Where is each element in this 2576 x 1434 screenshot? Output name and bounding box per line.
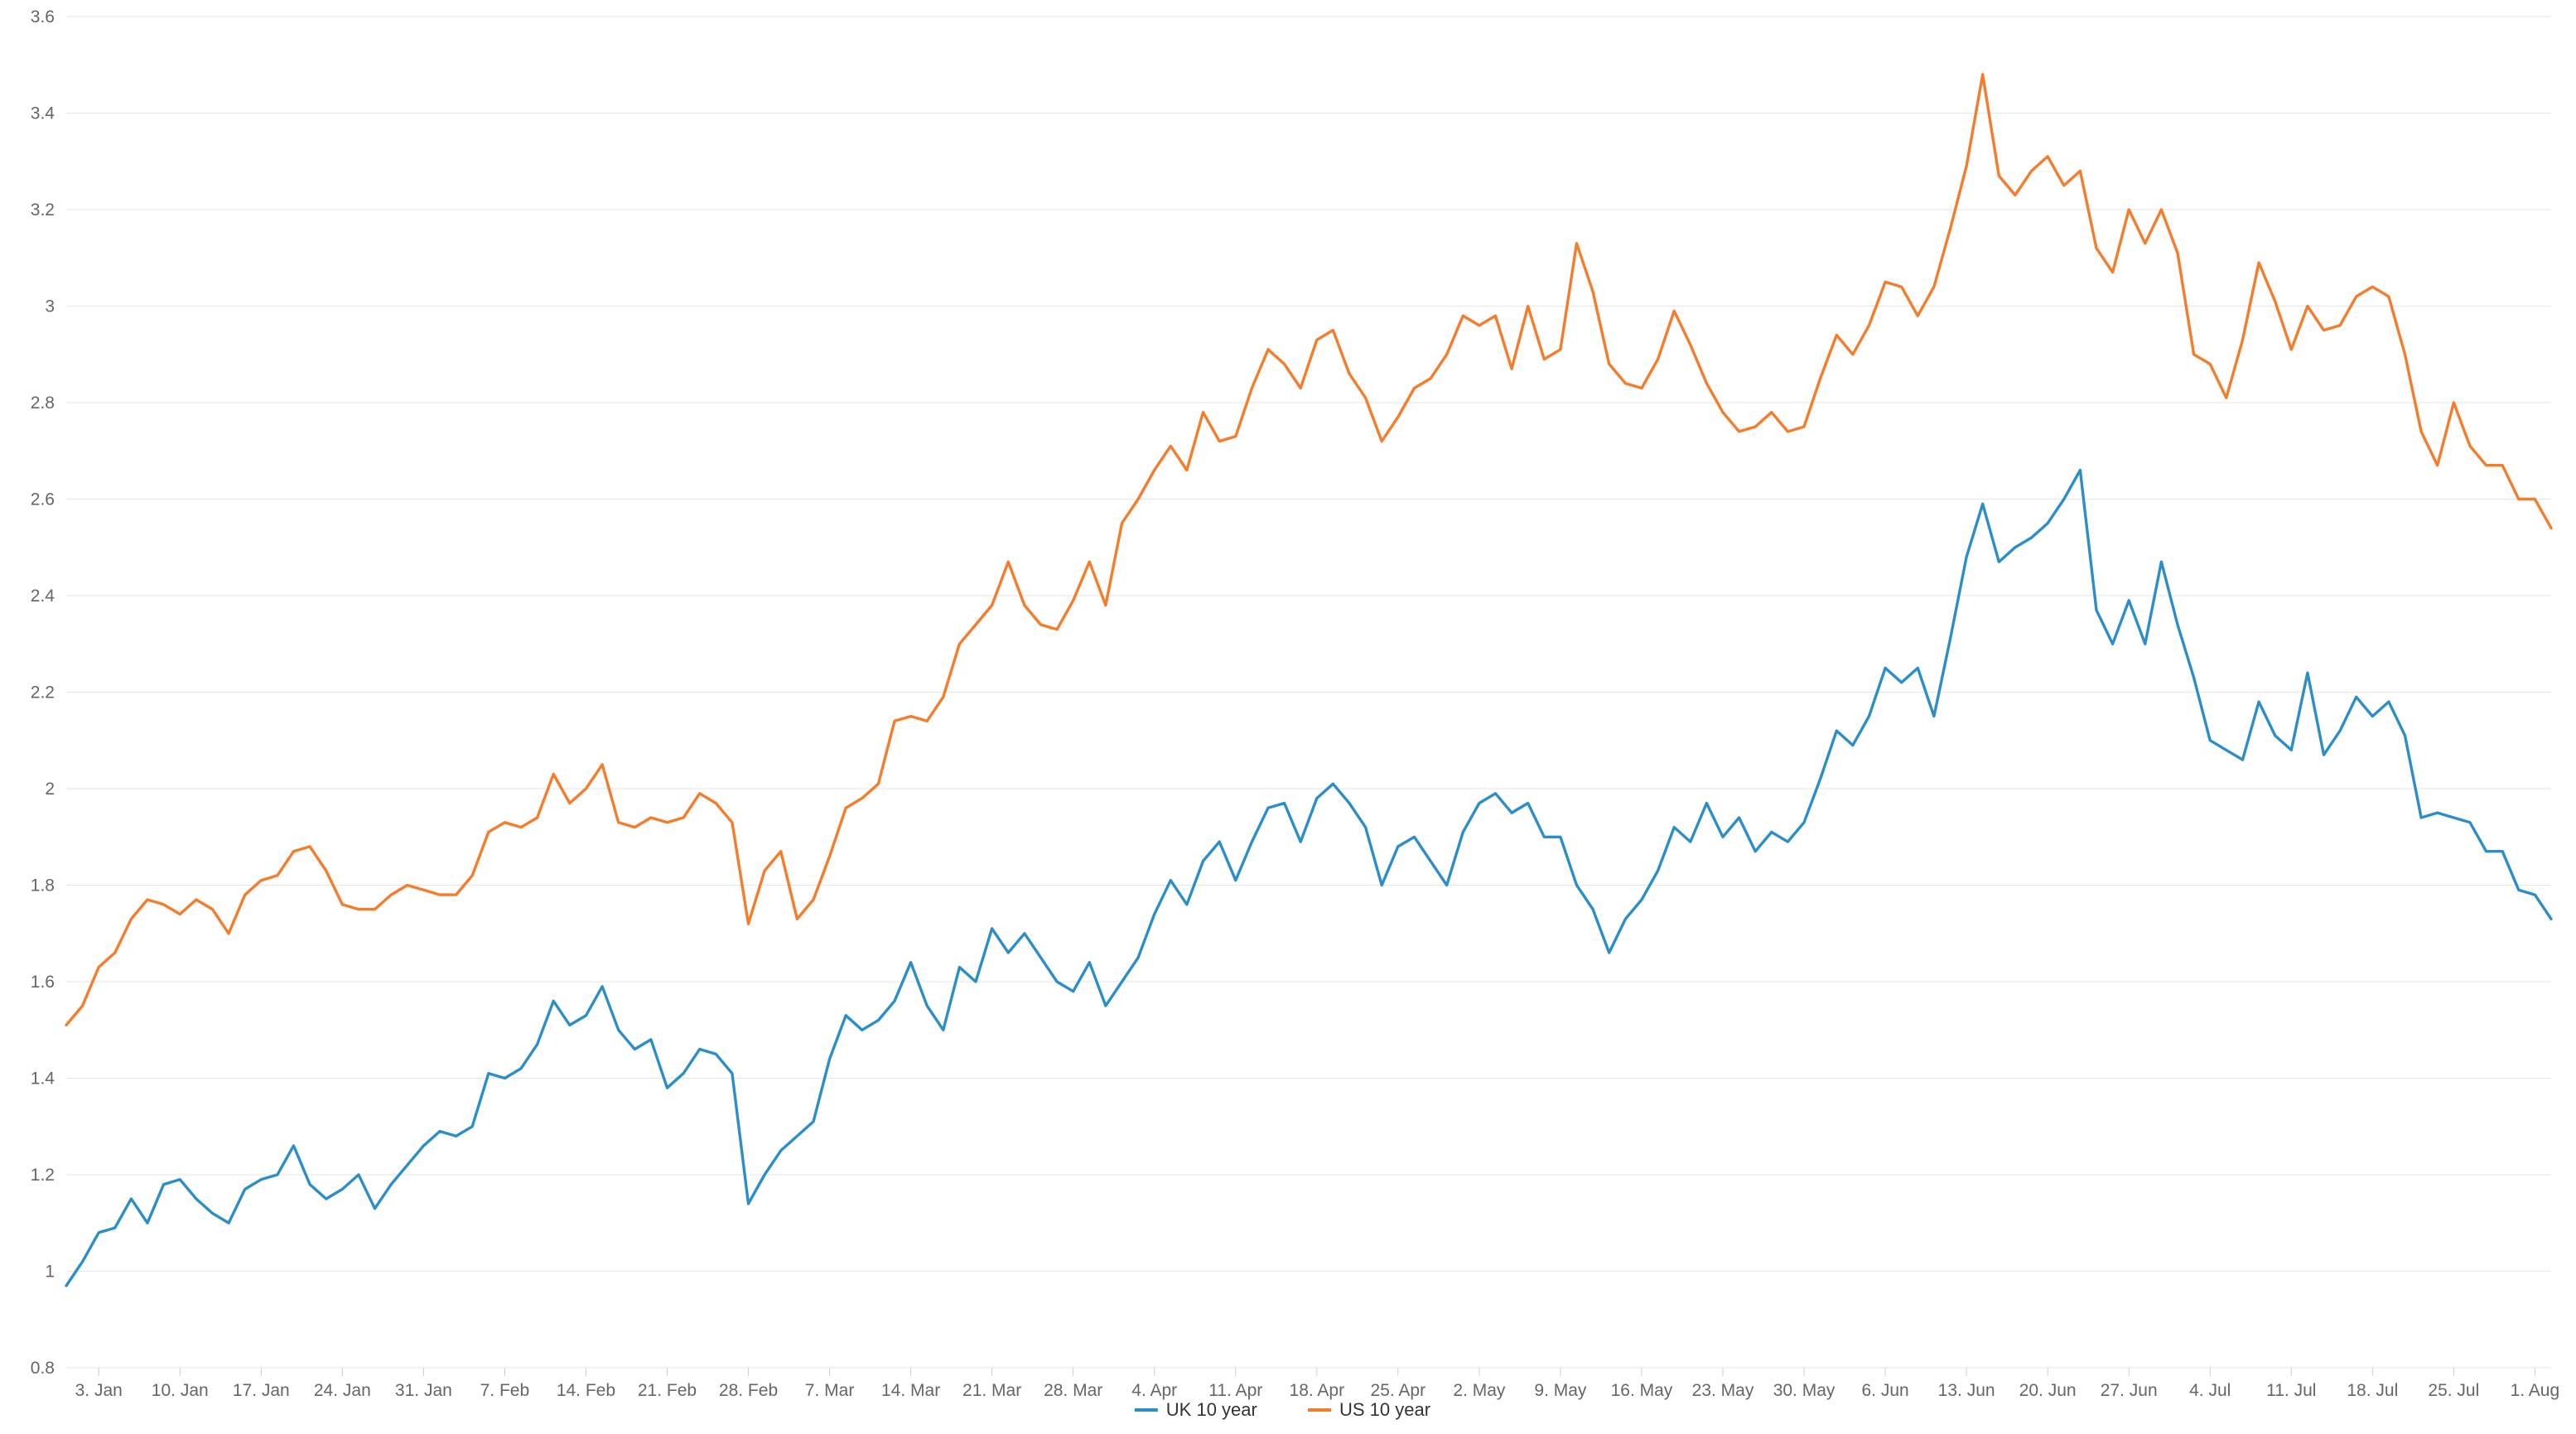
x-axis-label: 28. Feb [719, 1381, 778, 1400]
x-axis-label: 24. Jan [314, 1381, 371, 1400]
y-axis-label: 2.8 [31, 394, 55, 413]
x-axis-label: 6. Jun [1861, 1381, 1908, 1400]
x-axis-label: 7. Feb [480, 1381, 530, 1400]
y-axis-label: 1.2 [31, 1166, 55, 1185]
y-axis-label: 0.8 [31, 1359, 55, 1378]
y-axis-label: 1.6 [31, 973, 55, 992]
x-axis-label: 13. Jun [1938, 1381, 1995, 1400]
y-axis-label: 3.4 [31, 104, 55, 123]
x-axis-label: 25. Jul [2428, 1381, 2479, 1400]
x-axis-label: 25. Apr [1371, 1381, 1426, 1400]
x-axis-label: 14. Feb [557, 1381, 615, 1400]
x-axis-label: 31. Jan [395, 1381, 452, 1400]
x-axis-label: 20. Jun [2019, 1381, 2077, 1400]
legend-label[interactable]: UK 10 year [1166, 1399, 1257, 1420]
series-line [66, 471, 2551, 1287]
x-axis-label: 18. Apr [1290, 1381, 1345, 1400]
chart-svg: 0.8 1 1.2 1.4 1.6 1.8 2 2.2 2.4 2.6 2.8 3 3.2 3.4 3.6 3… [0, 0, 2576, 1434]
y-axis-label: 3 [45, 297, 55, 316]
y-axis-label: 2 [45, 780, 55, 799]
x-axis-label: 18. Jul [2347, 1381, 2398, 1400]
x-axis-label: 16. May [1611, 1381, 1673, 1400]
y-axis-label: 2.6 [31, 490, 55, 509]
y-axis-label: 3.2 [31, 200, 55, 220]
y-axis-label: 1.4 [31, 1069, 55, 1089]
x-axis-label: 1. Aug [2511, 1381, 2560, 1400]
x-axis-label: 9. May [1534, 1381, 1587, 1400]
x-axis-label: 30. May [1773, 1381, 1836, 1400]
x-axis-label: 27. Jun [2101, 1381, 2158, 1400]
x-axis-label: 7. Mar [805, 1381, 855, 1400]
x-axis-label: 23. May [1692, 1381, 1754, 1400]
y-axis-label: 1.8 [31, 876, 55, 896]
x-axis-label: 28. Mar [1044, 1381, 1102, 1400]
legend-label[interactable]: US 10 year [1339, 1399, 1430, 1420]
y-axis-label: 2.4 [31, 587, 55, 606]
x-axis-label: 21. Mar [962, 1381, 1021, 1400]
y-axis-label: 2.2 [31, 683, 55, 703]
x-axis-label: 11. Jul [2266, 1381, 2316, 1400]
x-axis-label: 4. Apr [1131, 1381, 1177, 1400]
y-axis-label: 3.6 [31, 7, 55, 27]
x-axis-label: 21. Feb [638, 1381, 697, 1400]
y-axis-label: 1 [45, 1263, 55, 1282]
series-line [66, 75, 2551, 1026]
x-axis-label: 17. Jan [233, 1381, 290, 1400]
x-axis-label: 14. Mar [881, 1381, 940, 1400]
x-axis-label: 2. May [1453, 1381, 1506, 1400]
x-axis-label: 4. Jul [2189, 1381, 2231, 1400]
x-axis-label: 10. Jan [152, 1381, 209, 1400]
x-axis-label: 11. Apr [1208, 1381, 1262, 1400]
x-axis-label: 3. Jan [75, 1381, 123, 1400]
yield-line-chart: 0.8 1 1.2 1.4 1.6 1.8 2 2.2 2.4 2.6 2.8 3 3.2 3.4 3.6 3… [0, 0, 2576, 1434]
